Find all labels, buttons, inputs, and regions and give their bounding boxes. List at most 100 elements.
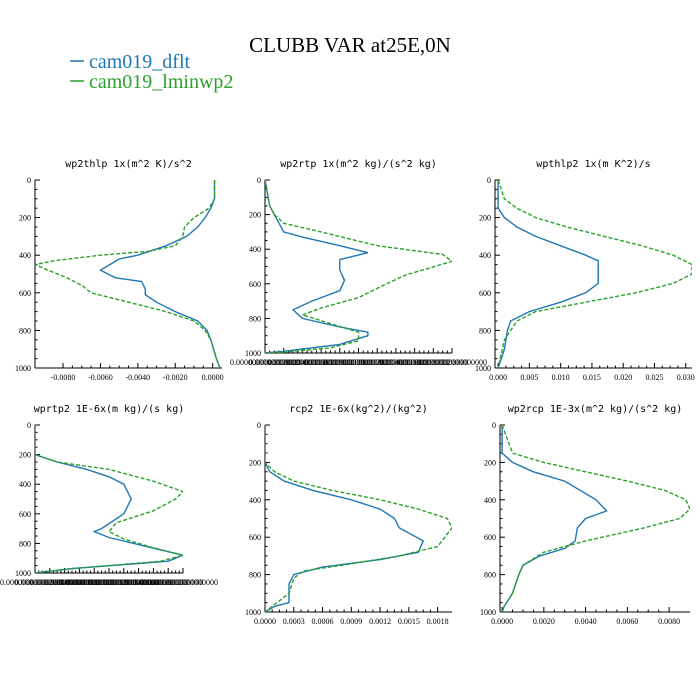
- x-tick-label-wp2rcp: 0.0060: [616, 617, 638, 626]
- panel-wp2rtp: wp2rtp 1x(m^2 kg)/(s^2 kg) 0 200 400 600 800 1…: [230, 159, 487, 367]
- x-tick-label-wp2rcp: 0.0040: [575, 617, 597, 626]
- y-tick-label-wp2rtp: 200: [249, 211, 261, 220]
- x-tick-label-wpthlp2: 0.015: [583, 373, 601, 382]
- panel-title-wprtp2: wprtp2 1E-6x(m kg)/(s kg): [34, 404, 185, 415]
- x-tick-label-rcp2: 0.0000: [254, 617, 276, 626]
- x-tick-label-wprtp2: 0.0000002000000000: [148, 578, 218, 587]
- x-tick-label-wp2thlp: 0.0000: [202, 373, 224, 382]
- series-line-cam019_lminwp2-wp2rtp: [265, 180, 452, 353]
- x-tick-label-wp2rtp: 0.0000001000000000: [324, 358, 394, 367]
- y-tick-label-rcp2: 400: [249, 496, 261, 505]
- y-tick-label-wprtp2: 600: [19, 510, 31, 519]
- y-tick-label-wp2rtp: 600: [249, 280, 261, 289]
- x-tick-label-wpthlp2: 0.005: [520, 373, 538, 382]
- y-tick-label-wpthlp2: 400: [479, 251, 491, 260]
- y-tick-label-wp2thlp: 200: [19, 214, 31, 223]
- y-tick-label-wp2thlp: 800: [19, 326, 31, 335]
- y-tick-label-wpthlp2: 0: [487, 176, 491, 185]
- x-tick-label-rcp2: 0.0015: [398, 617, 420, 626]
- y-tick-label-wpthlp2: 600: [479, 289, 491, 298]
- x-tick-label-wp2rcp: 0.0000: [491, 617, 513, 626]
- x-tick-label-rcp2: 0.0003: [283, 617, 305, 626]
- y-tick-label-rcp2: 1000: [245, 608, 261, 617]
- x-tick-label-wp2rtp: 0.0000000800000000: [305, 358, 375, 367]
- series-line-cam019_lminwp2-wpthlp2: [497, 180, 692, 368]
- panel-wp2rcp: wp2rcp 1E-3x(m^2 kg)/(s^2 kg) 0 200 400 600 8…: [480, 404, 690, 626]
- y-tick-label-rcp2: 0: [257, 421, 261, 430]
- x-tick-label-wpthlp2: 0.025: [645, 373, 663, 382]
- series-line-cam019_dflt-wprtp2: [35, 425, 183, 573]
- x-tick-label-wpthlp2: 0.010: [552, 373, 570, 382]
- x-tick-label-wp2rtp: 0.0000000400000000: [267, 358, 337, 367]
- y-tick-label-wp2thlp: 1000: [15, 364, 31, 373]
- y-tick-label-wpthlp2: 200: [479, 214, 491, 223]
- x-tick-label-wp2rtp: 0.0000002000000000: [417, 358, 487, 367]
- series-line-cam019_dflt-rcp2: [265, 425, 425, 612]
- panel-wpthlp2: wpthlp2 1x(m K^2)/s020040060080010000.00…: [475, 159, 695, 382]
- x-tick-label-wp2rtp: 0.0000000200000000: [249, 358, 319, 367]
- x-tick-label-wprtp2: 0.0000001600000000: [118, 578, 188, 587]
- y-tick-label-wp2thlp: 0: [27, 176, 31, 185]
- x-tick-label-wpthlp2: 0.030: [677, 373, 695, 382]
- x-tick-label-wp2rcp: 0.0020: [533, 617, 555, 626]
- x-tick-label-wp2thlp: -0.0080: [51, 373, 76, 382]
- panel-title-rcp2: rcp2 1E-6x(kg^2)/(kg^2): [289, 404, 427, 415]
- x-tick-label-wp2rtp: 0.0000001800000000: [398, 358, 468, 367]
- x-tick-label-rcp2: 0.0012: [369, 617, 391, 626]
- panel-rcp2: rcp2 1E-6x(kg^2)/(kg^2) 0 200 400 600 800 1000…: [245, 404, 452, 626]
- y-tick-label-wprtp2: 0: [27, 421, 31, 430]
- panel-title-wpthlp2: wpthlp2 1x(m K^2)/s: [536, 159, 650, 170]
- panel-title-wp2rcp: wp2rcp 1E-3x(m^2 kg)/(s^2 kg): [508, 404, 683, 415]
- x-tick-label-wprtp2: 0.0000000800000000: [59, 578, 129, 587]
- x-tick-label-wp2thlp: -0.0040: [126, 373, 151, 382]
- series-line-cam019_lminwp2-wp2rcp: [501, 425, 690, 612]
- y-tick-label-wpthlp2: 1000: [475, 364, 491, 373]
- x-tick-label-wprtp2: 0.0000000200000000: [15, 578, 85, 587]
- y-tick-label-wp2rcp: 200: [484, 458, 496, 467]
- legend-entry-lminwp2: cam019_lminwp2: [70, 71, 233, 93]
- y-tick-label-wp2rcp: 1000: [480, 608, 496, 617]
- x-tick-label-wp2rtp: 0.0000000600000000: [286, 358, 356, 367]
- series-line-cam019_lminwp2-rcp2: [265, 425, 452, 612]
- x-tick-label-wprtp2: 0.0000000600000000: [44, 578, 114, 587]
- figure-title: CLUBB VAR at25E,0N: [249, 33, 451, 57]
- y-tick-label-rcp2: 200: [249, 458, 261, 467]
- y-tick-label-wp2rtp: 400: [249, 245, 261, 254]
- x-tick-label-wp2rtp: 0.0000001400000000: [361, 358, 431, 367]
- series-line-cam019_lminwp2-wprtp2: [35, 425, 183, 573]
- y-tick-label-wp2thlp: 400: [19, 251, 31, 260]
- series-line-cam019_dflt-wp2rtp: [265, 180, 369, 353]
- x-tick-label-wprtp2: 0.0000000000000000: [0, 578, 70, 587]
- legend-label-dflt: cam019_dflt: [89, 51, 191, 73]
- x-tick-label-wp2rtp: 0.0000001200000000: [342, 358, 412, 367]
- x-tick-label-wp2rcp: 0.0080: [658, 617, 680, 626]
- y-tick-label-wpthlp2: 800: [479, 326, 491, 335]
- x-tick-label-rcp2: 0.0018: [427, 617, 449, 626]
- series-line-cam019_dflt-wp2thlp: [99, 180, 221, 368]
- x-tick-label-wp2thlp: -0.0060: [88, 373, 113, 382]
- x-tick-label-wprtp2: 0.0000001200000000: [89, 578, 159, 587]
- y-tick-label-wp2rcp: 0: [492, 421, 496, 430]
- y-tick-label-wp2rcp: 600: [484, 533, 496, 542]
- y-tick-label-wp2thlp: 600: [19, 289, 31, 298]
- y-tick-label-wp2rtp: 800: [249, 314, 261, 323]
- y-tick-label-wprtp2: 800: [19, 539, 31, 548]
- x-tick-label-wprtp2: 0.0000001400000000: [104, 578, 174, 587]
- series-line-cam019_dflt-wp2rcp: [501, 425, 608, 612]
- panel-wp2thlp: wp2thlp 1x(m^2 K)/s^2 0 200 400 600 800 1000 -0…: [15, 159, 224, 382]
- x-tick-label-wp2rtp: 0.0000000000000000: [230, 358, 300, 367]
- legend: cam019_dflt cam019_lminwp2: [70, 51, 233, 93]
- x-tick-label-rcp2: 0.0006: [312, 617, 334, 626]
- y-tick-label-wprtp2: 1000: [15, 569, 31, 578]
- y-tick-label-wp2rcp: 400: [484, 496, 496, 505]
- series-line-cam019_dflt-wpthlp2: [497, 180, 599, 368]
- panel-title-wp2rtp: wp2rtp 1x(m^2 kg)/(s^2 kg): [280, 159, 437, 170]
- legend-entry-dflt: cam019_dflt: [70, 51, 191, 73]
- y-tick-label-rcp2: 800: [249, 571, 261, 580]
- x-tick-label-wp2rtp: 0.0000001600000000: [380, 358, 450, 367]
- y-tick-label-wprtp2: 200: [19, 451, 31, 460]
- x-tick-label-wpthlp2: 0.000: [489, 373, 507, 382]
- x-tick-label-rcp2: 0.0009: [340, 617, 362, 626]
- series-line-cam019_lminwp2-wp2thlp: [35, 180, 221, 368]
